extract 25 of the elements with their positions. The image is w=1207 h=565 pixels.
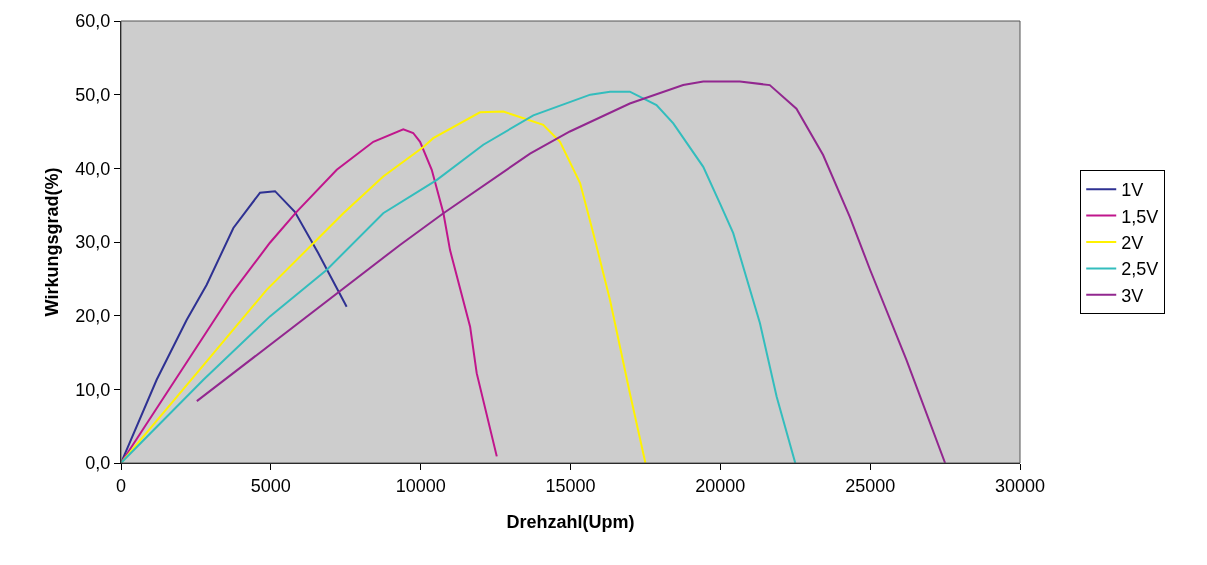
legend-label: 1,5V [1121, 206, 1159, 227]
y-tick-label: 60,0 [75, 11, 111, 32]
legend-label: 2,5V [1121, 259, 1159, 280]
y-tick-label: 10,0 [75, 379, 111, 400]
y-tick-label: 50,0 [75, 84, 111, 105]
x-tick-label: 30000 [994, 475, 1046, 496]
y-tick-label: 30,0 [75, 232, 111, 253]
y-tick-label: 40,0 [75, 158, 111, 179]
legend-label: 3V [1121, 285, 1144, 306]
x-tick-label: 5000 [250, 475, 291, 496]
legend-label: 2V [1121, 233, 1144, 254]
x-axis-title: Drehzahl(Upm) [506, 511, 635, 532]
y-tick-label: 20,0 [75, 305, 111, 326]
x-tick-label: 0 [115, 475, 127, 496]
line-series [121, 110, 647, 463]
y-tick-label: 0,0 [85, 453, 111, 474]
x-tick-label: 25000 [845, 475, 896, 496]
x-tick-label: 15000 [545, 475, 596, 496]
line-series [121, 128, 498, 463]
x-tick-label: 20000 [695, 475, 746, 496]
line-series [121, 90, 797, 463]
line-series [195, 80, 947, 463]
y-axis-title: Wirkungsgrad(%) [41, 167, 62, 317]
x-tick-label: 10000 [395, 475, 446, 496]
legend-label: 1V [1121, 180, 1144, 201]
